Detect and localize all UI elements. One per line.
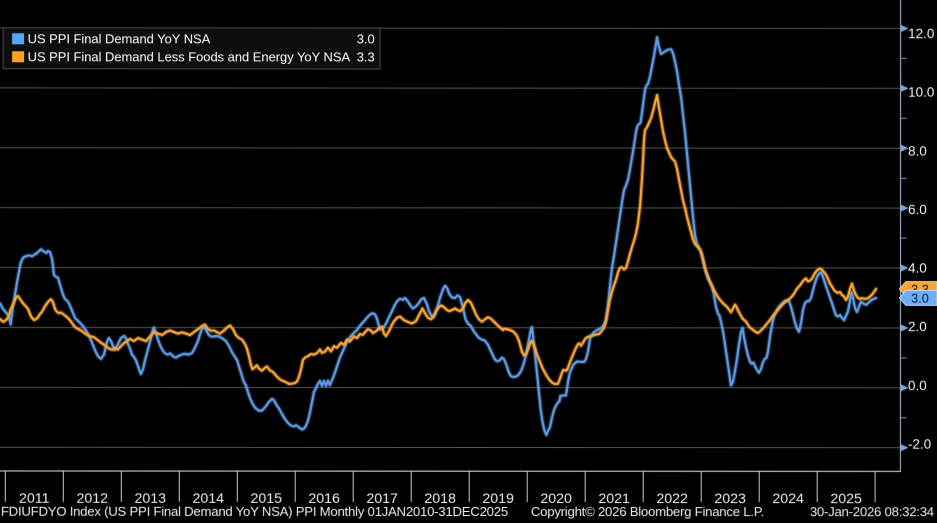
svg-text:2025: 2025 (830, 491, 862, 507)
svg-text:US PPI Final Demand YoY NSA: US PPI Final Demand YoY NSA (28, 31, 211, 46)
svg-text:Copyright© 2026 Bloomberg Fina: Copyright© 2026 Bloomberg Finance L.P. (531, 504, 764, 519)
svg-text:4.0: 4.0 (908, 261, 927, 276)
svg-text:2017: 2017 (366, 491, 398, 507)
svg-text:2016: 2016 (308, 491, 340, 507)
svg-text:2022: 2022 (656, 491, 688, 507)
svg-text:2020: 2020 (540, 491, 572, 507)
svg-text:-2.0: -2.0 (908, 437, 931, 452)
svg-text:2018: 2018 (424, 491, 456, 507)
svg-text:2.0: 2.0 (908, 319, 927, 334)
svg-text:12.0: 12.0 (908, 26, 934, 41)
svg-text:6.0: 6.0 (908, 202, 927, 217)
svg-text:3.0: 3.0 (911, 291, 929, 306)
svg-text:2015: 2015 (250, 491, 282, 507)
svg-text:FDIUFDYO Index (US PPI Final D: FDIUFDYO Index (US PPI Final Demand YoY … (1, 504, 508, 519)
svg-text:2019: 2019 (482, 491, 514, 507)
svg-text:0.0: 0.0 (908, 378, 927, 393)
svg-text:30-Jan-2026 08:32:34: 30-Jan-2026 08:32:34 (810, 504, 934, 519)
svg-text:2021: 2021 (598, 491, 630, 507)
svg-text:2013: 2013 (134, 491, 166, 507)
svg-text:2024: 2024 (772, 491, 804, 507)
svg-text:3.3: 3.3 (357, 49, 375, 64)
svg-text:2023: 2023 (714, 491, 746, 507)
svg-text:US PPI Final Demand Less Foods: US PPI Final Demand Less Foods and Energ… (28, 49, 351, 64)
svg-text:8.0: 8.0 (908, 144, 927, 159)
svg-text:2011: 2011 (19, 491, 50, 507)
svg-text:3.0: 3.0 (357, 31, 375, 46)
svg-text:10.0: 10.0 (908, 85, 934, 100)
svg-text:2012: 2012 (76, 491, 108, 507)
svg-text:2014: 2014 (192, 491, 224, 507)
